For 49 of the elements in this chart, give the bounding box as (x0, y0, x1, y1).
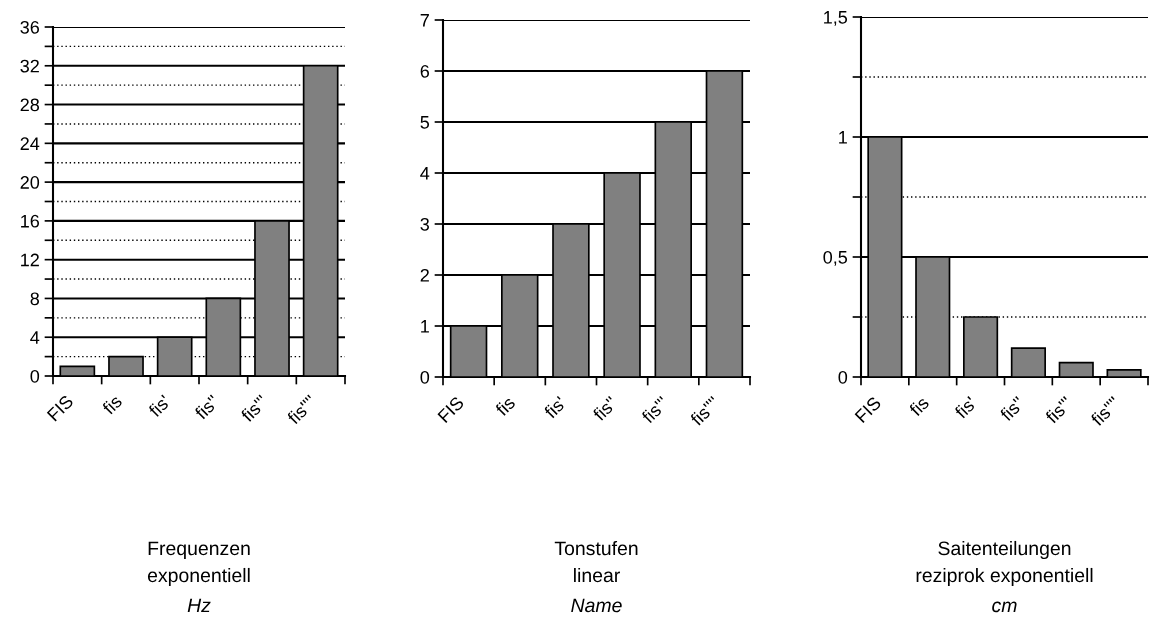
y-tick-label: 36 (20, 20, 40, 34)
y-tick-label: 16 (21, 214, 40, 228)
x-tick-label: fis''' (640, 395, 670, 425)
y-tick-label: 24 (20, 137, 40, 150)
y-tick-label: 5 (420, 116, 430, 129)
y-tick-label: 12 (21, 253, 39, 267)
x-axis-title: Name (571, 598, 622, 613)
y-tick-label: 0 (30, 369, 40, 383)
y-tick-label: 3 (420, 217, 430, 231)
y-tick-label: 0,5 (823, 250, 848, 266)
y-tick-label: 20 (20, 176, 40, 189)
text: Tonstufen (554, 540, 638, 556)
x-tick-label: FIS (437, 395, 465, 424)
x-tick-label: fis''' (1044, 395, 1074, 425)
y-tick-label: 1 (839, 131, 847, 144)
y-tick-label: 4 (420, 167, 430, 180)
x-tick-label: FIS (46, 394, 74, 422)
x-tick-label: fis'''' (1089, 395, 1121, 427)
y-tick-label: 2 (420, 268, 429, 282)
y-tick-label: 6 (420, 64, 430, 78)
x-tick-label: fis''' (239, 394, 269, 423)
y-tick-label: 7 (420, 14, 429, 27)
x-tick-label: fis'''' (286, 394, 318, 426)
text: exponentiell (147, 567, 250, 587)
x-tick-label: fis (101, 393, 123, 416)
text: Frequenzen (148, 541, 250, 560)
x-axis-title: cm (992, 601, 1017, 613)
x-tick-label: fis' (147, 394, 172, 418)
x-tick-label: fis' (543, 395, 567, 420)
x-tick-label: fis (908, 395, 930, 417)
text: Saitenteilungen (938, 540, 1071, 560)
x-axis-title: Hz (187, 598, 211, 613)
y-tick-label: 1,5 (824, 11, 848, 26)
y-tick-label: 0 (838, 370, 848, 384)
y-tick-label: 32 (20, 59, 39, 73)
x-tick-label: fis'' (999, 395, 1026, 422)
x-tick-label: fis'''' (689, 395, 721, 427)
y-tick-label: 0 (420, 370, 430, 384)
x-tick-label: fis (494, 395, 516, 417)
x-tick-label: fis'' (193, 394, 220, 421)
x-tick-label: fis'' (591, 395, 619, 422)
text: reziprok exponentiell (916, 567, 1093, 587)
y-tick-label: 1 (421, 320, 429, 333)
y-tick-label: 8 (30, 292, 40, 306)
y-tick-label: 4 (30, 331, 40, 344)
x-tick-label: fis' (953, 395, 978, 420)
x-tick-label: FIS (854, 395, 882, 424)
text: linear (574, 567, 620, 583)
y-tick-label: 28 (20, 98, 40, 112)
